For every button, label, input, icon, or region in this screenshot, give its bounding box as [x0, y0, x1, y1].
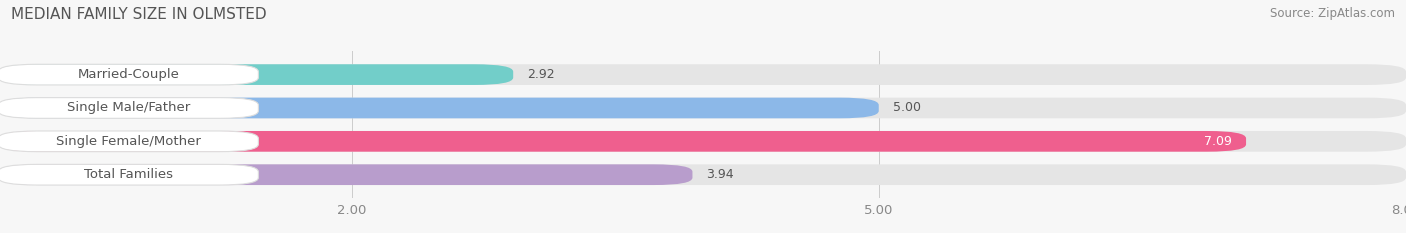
Text: Total Families: Total Families — [84, 168, 173, 181]
FancyBboxPatch shape — [0, 64, 259, 85]
FancyBboxPatch shape — [0, 98, 879, 118]
FancyBboxPatch shape — [0, 131, 1406, 152]
Text: Single Female/Mother: Single Female/Mother — [56, 135, 201, 148]
Text: MEDIAN FAMILY SIZE IN OLMSTED: MEDIAN FAMILY SIZE IN OLMSTED — [11, 7, 267, 22]
Text: Single Male/Father: Single Male/Father — [66, 102, 190, 114]
Text: 2.92: 2.92 — [527, 68, 555, 81]
FancyBboxPatch shape — [0, 131, 259, 152]
FancyBboxPatch shape — [0, 164, 259, 185]
FancyBboxPatch shape — [0, 64, 1406, 85]
FancyBboxPatch shape — [0, 164, 693, 185]
Text: 7.09: 7.09 — [1204, 135, 1232, 148]
FancyBboxPatch shape — [0, 164, 1406, 185]
Text: Source: ZipAtlas.com: Source: ZipAtlas.com — [1270, 7, 1395, 20]
FancyBboxPatch shape — [0, 98, 259, 118]
Text: 3.94: 3.94 — [706, 168, 734, 181]
Text: 5.00: 5.00 — [893, 102, 921, 114]
Text: Married-Couple: Married-Couple — [77, 68, 179, 81]
FancyBboxPatch shape — [0, 64, 513, 85]
FancyBboxPatch shape — [0, 98, 1406, 118]
FancyBboxPatch shape — [0, 131, 1246, 152]
